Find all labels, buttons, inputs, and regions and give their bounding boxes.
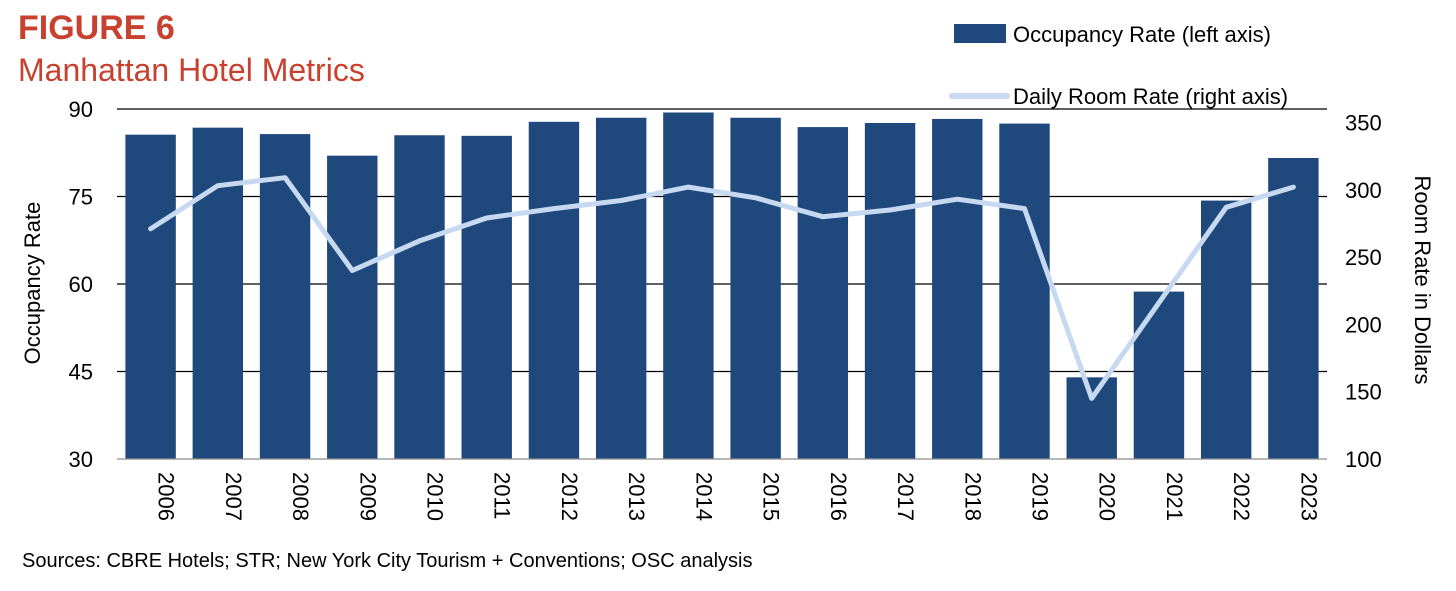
x-tick-label: 2019 <box>1028 472 1053 521</box>
x-tick-label: 2016 <box>826 472 851 521</box>
bar-2018 <box>932 118 983 460</box>
y2-tick-label: 250 <box>1345 245 1382 270</box>
line-series <box>148 175 1296 401</box>
grid-lines <box>117 108 1327 373</box>
x-tick-label: 2009 <box>355 472 380 521</box>
tick-labels: 30 45 60 75 90 100 150 200 250 300 350 2006 2007 2008… <box>69 97 1382 521</box>
x-tick-label: 2014 <box>691 472 716 521</box>
x-tick-label: 2021 <box>1162 472 1187 521</box>
x-tick-label: 2015 <box>759 472 784 521</box>
y2-axis-label: Room Rate in Dollars <box>1410 175 1435 384</box>
y2-tick-label: 150 <box>1345 380 1382 405</box>
bar-2013 <box>595 117 647 459</box>
bar-2008 <box>259 134 311 460</box>
x-tick-label: 2010 <box>423 472 448 521</box>
bar-2009 <box>327 155 378 459</box>
bar-2016 <box>797 127 849 459</box>
x-tick-label: 2008 <box>288 472 313 521</box>
y-axis-label: Occupancy Rate <box>20 202 45 365</box>
bar-2014 <box>663 112 714 459</box>
bar-2023 <box>1268 158 1319 459</box>
y2-tick-label: 100 <box>1345 447 1382 472</box>
y-tick-label: 60 <box>69 272 93 297</box>
x-tick-label: 2013 <box>624 472 649 521</box>
y-tick-label: 90 <box>69 97 93 122</box>
bar-2007 <box>192 127 244 460</box>
y-tick-label: 30 <box>69 447 93 472</box>
legend: Occupancy Rate (left axis) Daily Room Ra… <box>949 22 1288 109</box>
y2-tick-label: 200 <box>1345 312 1382 337</box>
legend-swatch-occupancy <box>954 24 1006 43</box>
legend-label-occupancy: Occupancy Rate (left axis) <box>1013 22 1271 47</box>
y2-tick-label: 350 <box>1345 110 1382 135</box>
x-tick-label: 2011 <box>490 472 515 519</box>
room-rate-line <box>148 175 1296 401</box>
x-tick-label: 2017 <box>893 472 918 521</box>
y2-tick-label: 300 <box>1345 178 1382 203</box>
bar-2020 <box>1066 377 1117 459</box>
figure-label: FIGURE 6 <box>18 9 175 47</box>
legend-label-room-rate: Daily Room Rate (right axis) <box>1013 84 1288 109</box>
bar-2006 <box>125 134 176 459</box>
x-tick-label: 2023 <box>1296 472 1321 521</box>
bar-2015 <box>730 117 781 459</box>
source-note: Sources: CBRE Hotels; STR; New York City… <box>22 550 753 572</box>
bar-2022 <box>1200 200 1252 460</box>
x-tick-label: 2022 <box>1229 472 1254 521</box>
x-tick-label: 2007 <box>221 472 246 521</box>
bar-2017 <box>864 123 916 459</box>
chart-title: Manhattan Hotel Metrics <box>18 52 365 88</box>
bar-2011 <box>461 135 512 460</box>
bar-2019 <box>999 123 1050 459</box>
bar-2021 <box>1133 291 1185 459</box>
x-tick-label: 2006 <box>154 472 179 521</box>
bar-2012 <box>528 121 580 459</box>
y-tick-label: 75 <box>69 185 93 210</box>
x-tick-label: 2018 <box>960 472 985 521</box>
bar-series <box>125 112 1319 460</box>
y-tick-label: 45 <box>69 360 93 385</box>
bar-2010 <box>394 135 445 459</box>
x-tick-label: 2020 <box>1095 472 1120 521</box>
x-tick-label: 2012 <box>557 472 582 521</box>
